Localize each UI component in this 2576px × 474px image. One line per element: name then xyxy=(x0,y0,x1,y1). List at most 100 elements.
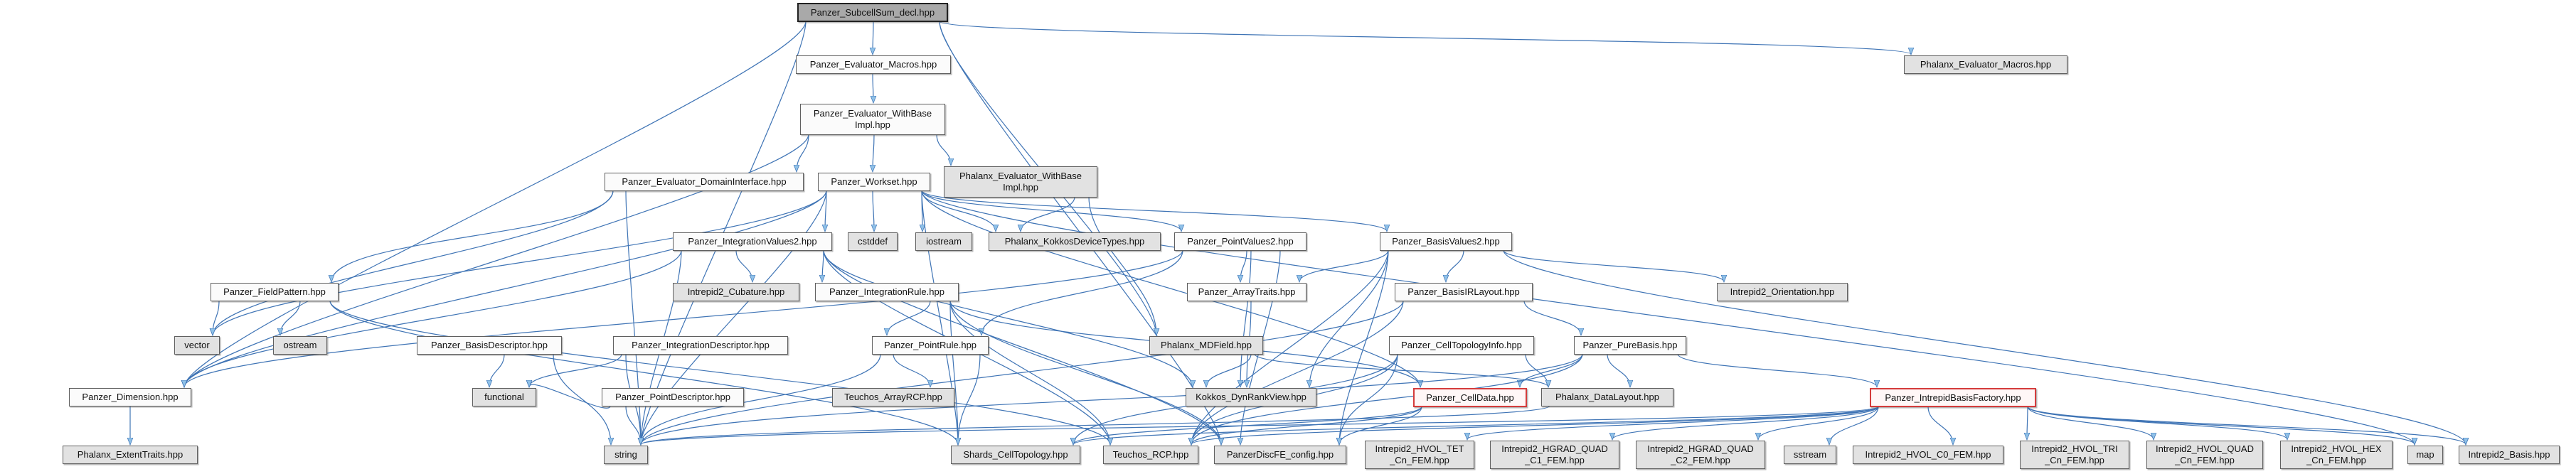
node-c0[interactable]: Intrepid2_HVOL_C0_FEM.hpp xyxy=(1853,446,2003,464)
edge-work-shards xyxy=(921,190,958,445)
node-ppb[interactable]: Panzer_PureBasis.hpp xyxy=(1574,336,1686,355)
node-i2b[interactable]: Intrepid2_Basis.hpp xyxy=(2459,446,2560,464)
edge-subcell-pdim xyxy=(184,21,807,387)
node-label: Panzer_PureBasis.hpp xyxy=(1582,340,1678,351)
node-ppr[interactable]: Panzer_PointRule.hpp xyxy=(872,336,989,355)
node-trcp[interactable]: Teuchos_RCP.hpp xyxy=(1103,446,1198,464)
node-pdfc[interactable]: PanzerDiscFE_config.hpp xyxy=(1214,446,1346,464)
edge-ppb-pcd xyxy=(1520,353,1583,387)
node-label: Panzer_PointRule.hpp xyxy=(883,340,977,351)
node-label: Phalanx_DataLayout.hpp xyxy=(1555,392,1659,403)
node-pbv2[interactable]: Panzer_BasisValues2.hpp xyxy=(1380,232,1512,251)
edge-xewb-xkdt xyxy=(1021,196,1075,232)
edge-pibf-hex xyxy=(2027,406,2287,440)
node-functional[interactable]: functional xyxy=(472,388,536,406)
node-quad[interactable]: Intrepid2_HVOL_QUAD _Cn_FEM.hpp xyxy=(2146,441,2263,469)
edge-ppv2-kdrv xyxy=(1240,249,1252,387)
edge-pbv2-pbirl xyxy=(1446,249,1464,282)
node-xewb[interactable]: Phalanx_Evaluator_WithBase Impl.hpp xyxy=(944,166,1097,198)
node-iostream[interactable]: iostream xyxy=(915,232,972,251)
node-label: Intrepid2_HVOL_TET _Cn_FEM.hpp xyxy=(1375,443,1464,465)
node-map[interactable]: map xyxy=(2407,446,2443,464)
node-xet[interactable]: Phalanx_ExtentTraits.hpp xyxy=(63,446,198,464)
node-pbd[interactable]: Panzer_BasisDescriptor.hpp xyxy=(417,336,562,355)
node-q1[interactable]: Intrepid2_HGRAD_QUAD _C1_FEM.hpp xyxy=(1490,441,1619,469)
edge-pbv2-i2or xyxy=(1503,249,1724,282)
node-hex[interactable]: Intrepid2_HVOL_HEX _Cn_FEM.hpp xyxy=(2280,441,2393,469)
node-ostream[interactable]: ostream xyxy=(273,336,327,355)
node-label: string xyxy=(614,449,637,460)
node-label: vector xyxy=(184,340,210,351)
node-pewb[interactable]: Panzer_Evaluator_WithBase Impl.hpp xyxy=(800,104,945,135)
node-pem[interactable]: Panzer_Evaluator_Macros.hpp xyxy=(796,55,951,74)
node-label: functional xyxy=(484,392,524,403)
node-i2cub[interactable]: Intrepid2_Cubature.hpp xyxy=(673,283,799,301)
node-q2[interactable]: Intrepid2_HGRAD_QUAD _C2_FEM.hpp xyxy=(1636,441,1765,469)
edge-pfp-vector xyxy=(213,300,220,335)
node-label: Panzer_Workset.hpp xyxy=(831,176,917,188)
node-pir[interactable]: Panzer_IntegrationRule.hpp xyxy=(815,283,959,301)
edge-piv2-pir xyxy=(822,249,824,282)
node-shards[interactable]: Shards_CellTopology.hpp xyxy=(951,446,1080,464)
node-pcd[interactable]: Panzer_CellData.hpp xyxy=(1413,388,1527,407)
node-kdrv[interactable]: Kokkos_DynRankView.hpp xyxy=(1186,388,1316,406)
node-sstream[interactable]: sstream xyxy=(1784,446,1836,464)
edge-pir-ppr xyxy=(887,300,931,335)
node-pfp[interactable]: Panzer_FieldPattern.hpp xyxy=(211,283,339,301)
edge-pedi-pfp xyxy=(331,190,614,282)
edge-pir-shards xyxy=(949,300,958,445)
node-tet[interactable]: Intrepid2_HVOL_TET _Cn_FEM.hpp xyxy=(1365,441,1474,469)
node-label: Shards_CellTopology.hpp xyxy=(963,449,1068,460)
node-label: iostream xyxy=(926,236,962,247)
node-pid[interactable]: Panzer_IntegrationDescriptor.hpp xyxy=(613,336,788,355)
node-work[interactable]: Panzer_Workset.hpp xyxy=(818,173,930,191)
node-label: Phalanx_MDField.hpp xyxy=(1161,340,1252,351)
node-label: Intrepid2_Basis.hpp xyxy=(2468,449,2550,460)
node-pcti[interactable]: Panzer_CellTopologyInfo.hpp xyxy=(1389,336,1534,355)
edge-pibf-q1 xyxy=(1612,406,1879,440)
node-xmdf[interactable]: Phalanx_MDField.hpp xyxy=(1149,336,1263,355)
node-label: Panzer_BasisValues2.hpp xyxy=(1392,236,1500,247)
node-string[interactable]: string xyxy=(604,446,648,464)
node-i2or[interactable]: Intrepid2_Orientation.hpp xyxy=(1717,283,1848,301)
node-ppd[interactable]: Panzer_PointDescriptor.hpp xyxy=(602,388,744,406)
edge-pbv2-pdfc xyxy=(1339,249,1389,445)
edge-pcti-pdfc xyxy=(1339,353,1398,445)
node-tarcp[interactable]: Teuchos_ArrayRCP.hpp xyxy=(832,388,954,406)
edge-pfp-ostream xyxy=(280,300,301,335)
edge-xewb-xmdf xyxy=(1088,196,1156,335)
edge-pibf-quad xyxy=(2027,406,2154,440)
edge-piv2-kdrv xyxy=(823,249,1193,387)
node-vector[interactable]: vector xyxy=(174,336,220,355)
edge-work-string xyxy=(641,190,827,445)
edge-work-map xyxy=(921,190,2415,445)
edge-pibf-q2 xyxy=(1758,406,1879,440)
node-tri[interactable]: Intrepid2_HVOL_TRI _Cn_FEM.hpp xyxy=(2020,441,2129,469)
edge-pbv2-pat xyxy=(1299,249,1389,282)
node-label: Intrepid2_HGRAD_QUAD _C2_FEM.hpp xyxy=(1647,443,1754,465)
node-xdl[interactable]: Phalanx_DataLayout.hpp xyxy=(1541,388,1673,406)
edge-pbirl-string xyxy=(641,300,1404,445)
node-pedi[interactable]: Panzer_Evaluator_DomainInterface.hpp xyxy=(605,173,804,191)
node-subcell[interactable]: Panzer_SubcellSum_decl.hpp xyxy=(797,3,948,22)
edge-work-ppv2 xyxy=(921,190,1181,232)
node-ppv2[interactable]: Panzer_PointValues2.hpp xyxy=(1174,232,1306,251)
node-label: Intrepid2_HVOL_HEX _Cn_FEM.hpp xyxy=(2291,443,2382,465)
edge-pbirl-ppb xyxy=(1523,300,1581,335)
node-pbirl[interactable]: Panzer_BasisIRLayout.hpp xyxy=(1395,283,1533,301)
node-pat[interactable]: Panzer_ArrayTraits.hpp xyxy=(1187,283,1306,301)
node-cstddef[interactable]: cstddef xyxy=(848,232,898,251)
node-xem[interactable]: Phalanx_Evaluator_Macros.hpp xyxy=(1904,55,2067,74)
edge-piv2-i2cub xyxy=(735,249,752,282)
node-piv2[interactable]: Panzer_IntegrationValues2.hpp xyxy=(673,232,832,251)
node-pibf[interactable]: Panzer_IntrepidBasisFactory.hpp xyxy=(1870,388,2036,407)
node-label: Intrepid2_HVOL_QUAD _Cn_FEM.hpp xyxy=(2155,443,2254,465)
node-label: Intrepid2_HVOL_TRI _Cn_FEM.hpp xyxy=(2031,443,2118,465)
node-label: Panzer_CellTopologyInfo.hpp xyxy=(1401,340,1522,351)
edge-pfp-trcp xyxy=(329,300,1110,445)
edge-pid-functional xyxy=(529,353,622,387)
node-label: Panzer_CellData.hpp xyxy=(1426,392,1514,403)
edge-pewb-work xyxy=(873,134,874,172)
node-pdim[interactable]: Panzer_Dimension.hpp xyxy=(69,388,191,406)
node-xkdt[interactable]: Phalanx_KokkosDeviceTypes.hpp xyxy=(989,232,1161,251)
